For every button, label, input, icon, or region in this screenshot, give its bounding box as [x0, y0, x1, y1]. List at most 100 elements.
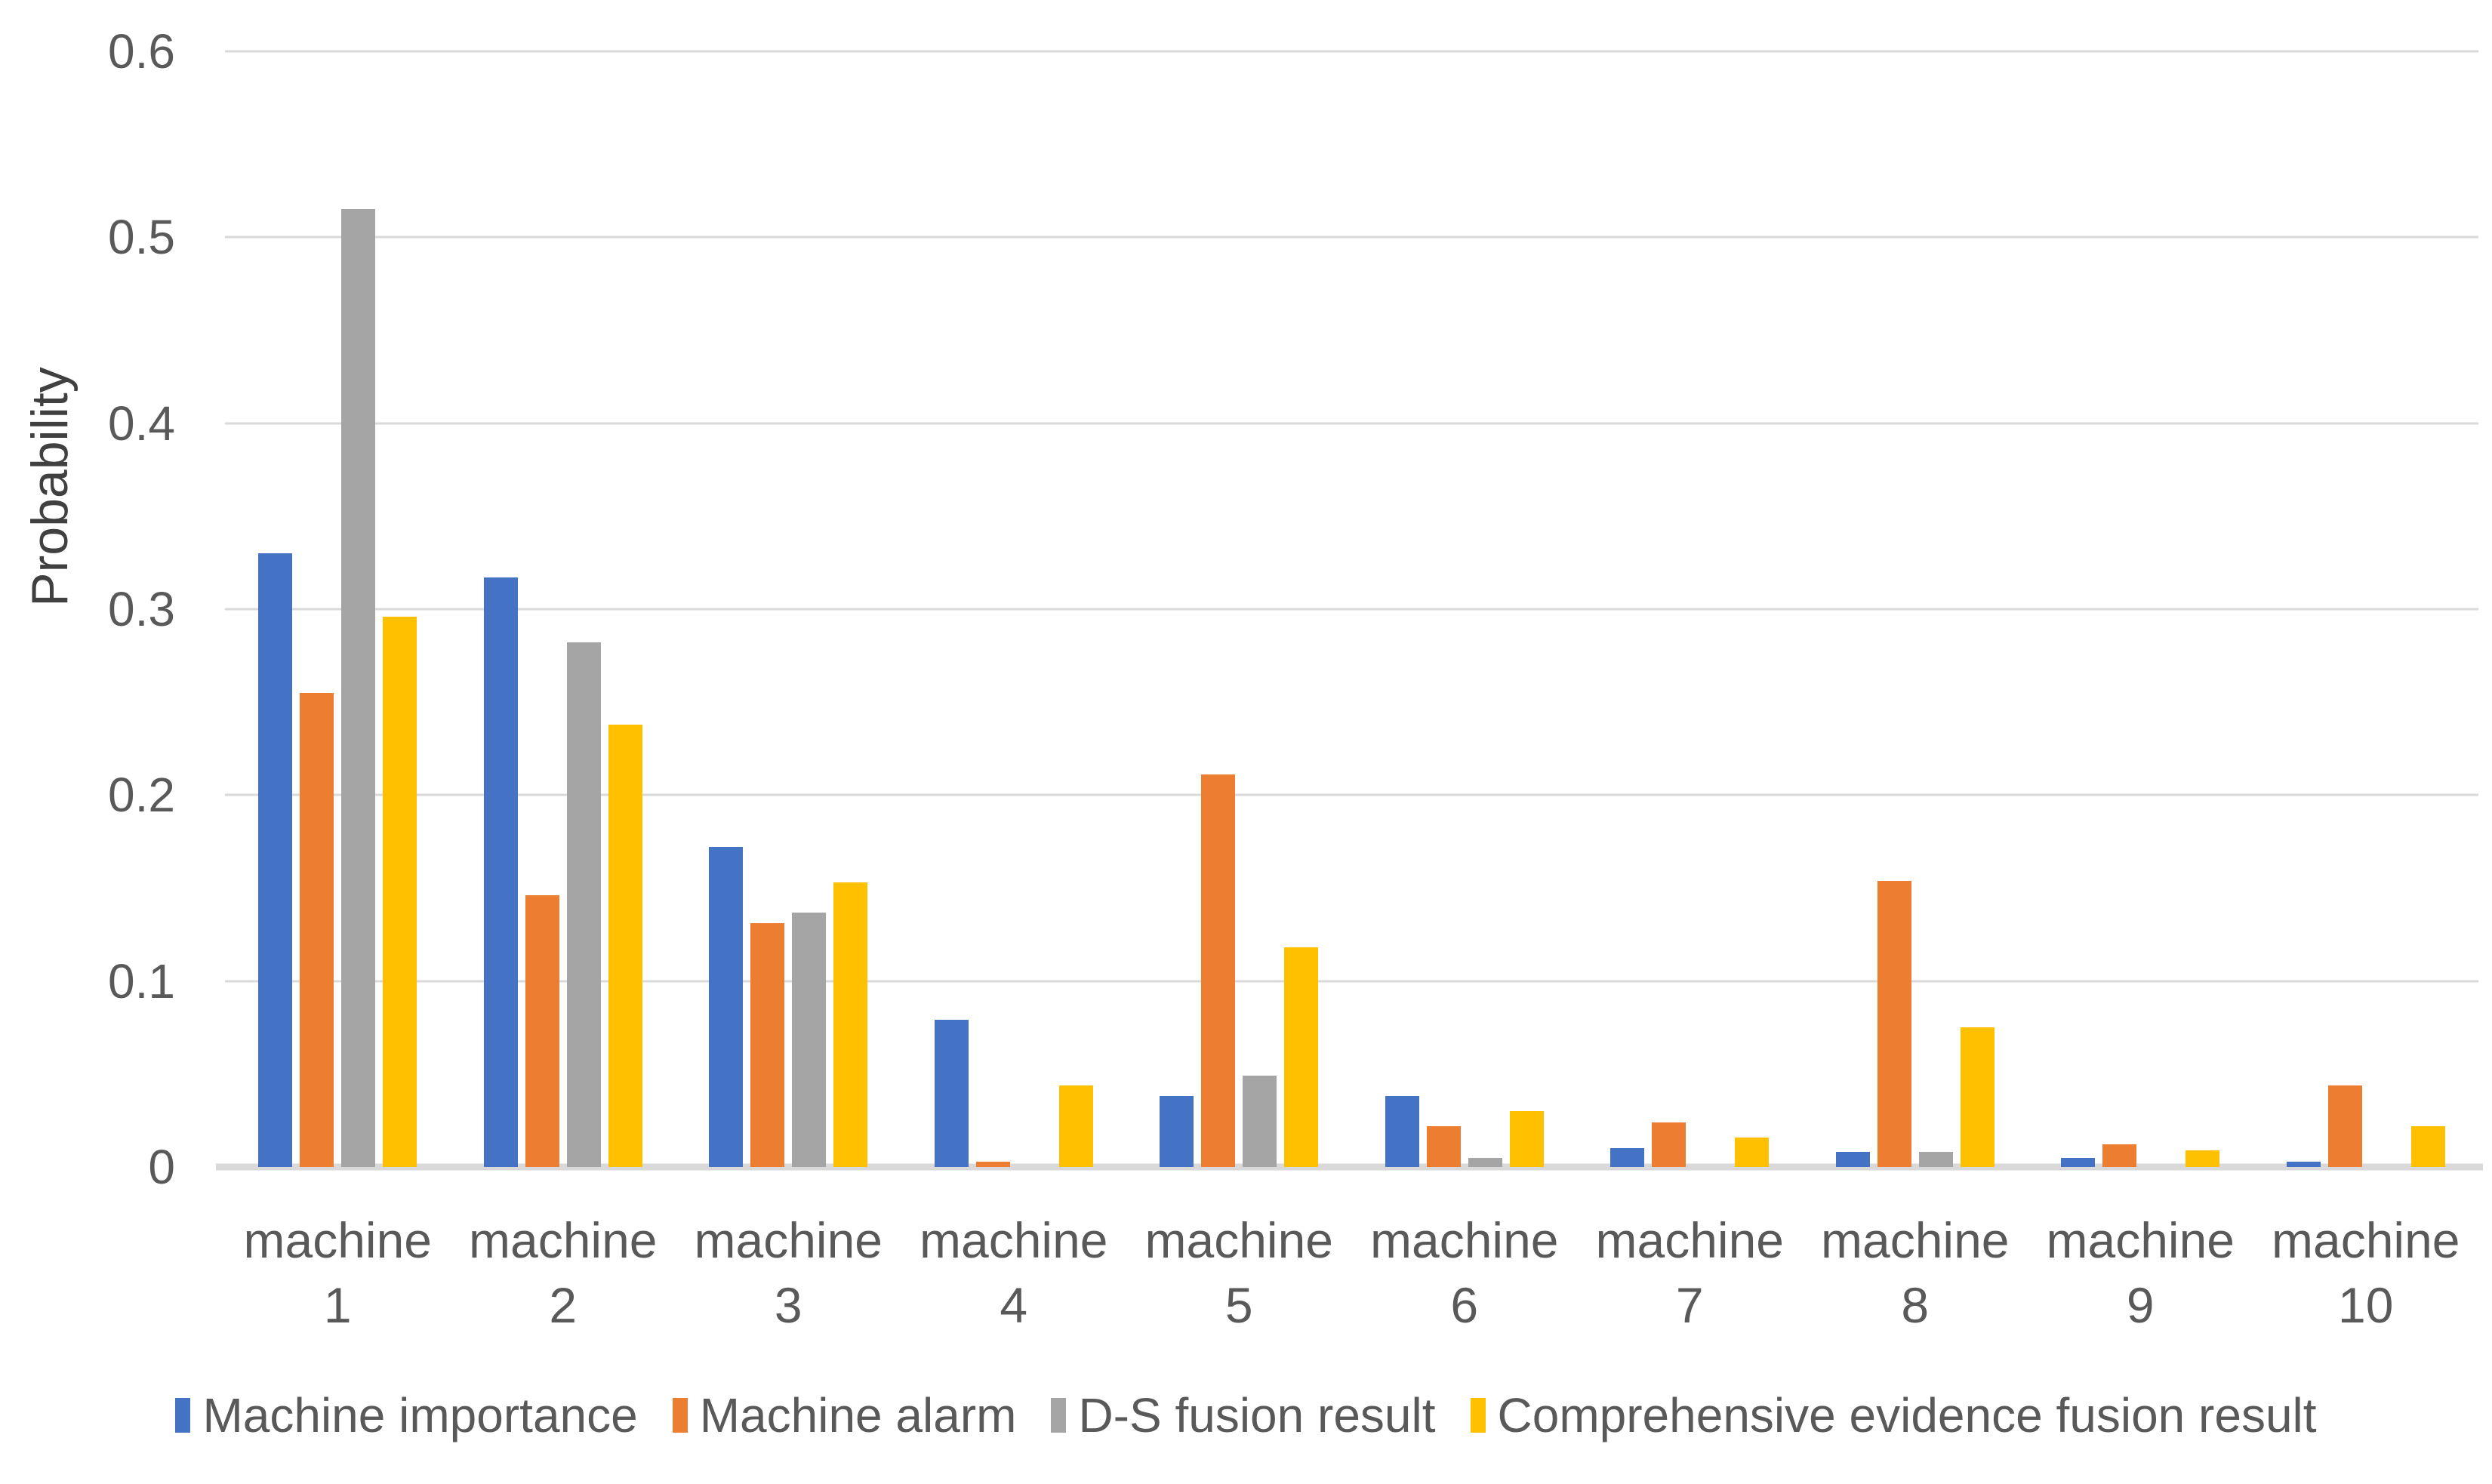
bar	[1243, 1076, 1277, 1167]
category-column	[2028, 51, 2253, 1167]
bar	[258, 553, 293, 1167]
category-column	[2253, 51, 2479, 1167]
bar	[1835, 1152, 1870, 1167]
bar	[1509, 1111, 1544, 1167]
x-axis-label: machine 9	[2028, 1208, 2253, 1338]
bar	[1735, 1137, 1770, 1167]
legend-label: Machine alarm	[699, 1388, 1017, 1442]
x-axis-label: machine 5	[1126, 1208, 1352, 1338]
bar	[525, 895, 559, 1167]
category-column	[1577, 51, 1803, 1167]
legend-swatch	[1470, 1398, 1486, 1433]
y-tick-label: 0.1	[108, 953, 175, 1008]
bar	[1160, 1096, 1194, 1167]
x-axis-label-line2: 9	[2126, 1277, 2155, 1333]
bar	[1652, 1122, 1686, 1167]
bar	[975, 1161, 1010, 1167]
category-column	[676, 51, 901, 1167]
bar	[2102, 1144, 2137, 1167]
gridline	[225, 236, 2478, 239]
bar	[1918, 1152, 1953, 1167]
legend-swatch	[672, 1398, 688, 1433]
y-tick-label: 0.2	[108, 768, 175, 823]
y-tick-label: 0.3	[108, 582, 175, 636]
legend-label: Machine importance	[202, 1388, 638, 1442]
legend-label: Comprehensive evidence fusion result	[1497, 1388, 2317, 1442]
x-axis-label: machine 6	[1352, 1208, 1578, 1338]
category-column	[1803, 51, 2028, 1167]
x-axis-label-line2: 8	[1901, 1277, 1930, 1333]
x-axis-label-line2: 5	[1224, 1277, 1253, 1333]
x-axis-label: machine 7	[1577, 1208, 1803, 1338]
legend-swatch	[1051, 1398, 1067, 1433]
bar	[934, 1020, 969, 1167]
legend-item: Machine alarm	[672, 1387, 1017, 1443]
x-axis-label-line1: machine	[694, 1212, 883, 1268]
x-axis-label-line1: machine	[2046, 1212, 2235, 1268]
x-axis-label-line2: 4	[1000, 1277, 1028, 1333]
y-axis: 0.6 0.5 0.4 0.3 0.2 0.1 0	[0, 27, 225, 1191]
gridline	[225, 793, 2478, 796]
bar	[2327, 1085, 2362, 1167]
bar	[2410, 1125, 2445, 1167]
x-axis-label-line2: 1	[323, 1277, 352, 1333]
x-axis-label-line1: machine	[1370, 1212, 1559, 1268]
x-axis-label-line2: 6	[1450, 1277, 1479, 1333]
bar-columns	[225, 51, 2478, 1167]
x-axis-label-line2: 3	[774, 1277, 802, 1333]
x-axis-label-line1: machine	[919, 1212, 1108, 1268]
x-axis-label: machine 4	[901, 1208, 1127, 1338]
x-axis-label-line1: machine	[469, 1212, 658, 1268]
y-tick-label: 0.6	[108, 24, 175, 79]
y-tick-label: 0.4	[108, 396, 175, 451]
legend: Machine importance Machine alarm D-S fusio…	[0, 1387, 2492, 1443]
bar	[1058, 1085, 1093, 1167]
x-axis-label: machine 10	[2253, 1208, 2479, 1338]
bar	[608, 724, 642, 1167]
bar	[483, 577, 518, 1167]
x-axis-label-line2: 7	[1675, 1277, 1704, 1333]
bar	[1960, 1027, 1995, 1167]
bar	[833, 882, 868, 1167]
gridline	[225, 422, 2478, 425]
bar	[300, 692, 334, 1167]
category-column	[901, 51, 1127, 1167]
x-axis-label-line2: 2	[549, 1277, 578, 1333]
bar	[750, 923, 785, 1167]
y-tick-label: 0	[148, 1140, 175, 1194]
bar	[341, 209, 376, 1167]
category-column	[451, 51, 676, 1167]
x-axis-label: machine 8	[1803, 1208, 2028, 1338]
bar	[792, 912, 827, 1167]
bar	[2061, 1157, 2096, 1167]
x-axis-label-line1: machine	[243, 1212, 432, 1268]
x-axis-label-line1: machine	[1821, 1212, 2010, 1268]
bar	[1426, 1125, 1461, 1167]
gridline	[225, 608, 2478, 611]
bar	[1385, 1096, 1419, 1167]
bar	[1468, 1157, 1502, 1167]
x-axis-line	[216, 1163, 2483, 1171]
legend-item: Machine importance	[175, 1387, 638, 1443]
gridline	[225, 50, 2478, 53]
plot-area	[216, 50, 2483, 1171]
bar	[1201, 774, 1236, 1167]
x-axis-label: machine 3	[676, 1208, 901, 1338]
category-column	[1126, 51, 1352, 1167]
bar	[709, 847, 744, 1167]
x-axis-labels: machine 1 machine 2 machine 3 machine 4 machine 5…	[225, 1208, 2478, 1338]
x-axis-label-line1: machine	[2272, 1212, 2460, 1268]
x-axis-label-line2: 10	[2338, 1277, 2394, 1333]
legend-item: D-S fusion result	[1051, 1387, 1436, 1443]
bar	[1610, 1148, 1645, 1167]
x-axis-label: machine 2	[451, 1208, 676, 1338]
legend-label: D-S fusion result	[1078, 1388, 1436, 1442]
bar	[383, 616, 417, 1167]
x-axis-label-line1: machine	[1144, 1212, 1333, 1268]
legend-item: Comprehensive evidence fusion result	[1470, 1387, 2317, 1443]
bar	[2286, 1161, 2321, 1167]
bar	[566, 642, 601, 1167]
category-column	[225, 51, 451, 1167]
x-axis-label-line1: machine	[1595, 1212, 1784, 1268]
